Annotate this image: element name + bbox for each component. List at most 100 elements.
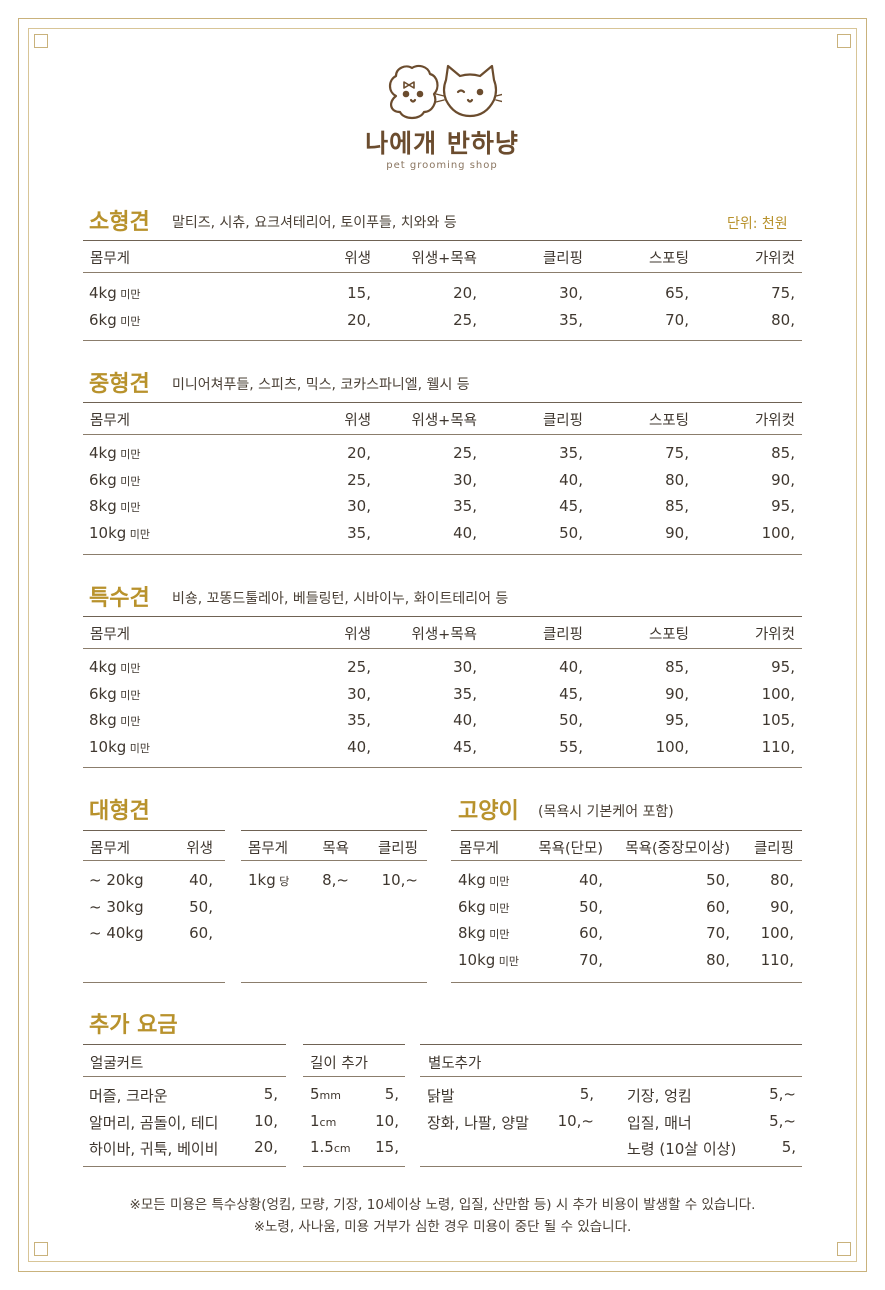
column-header-bath-long: 목욕(중장모이상): [625, 841, 730, 857]
weight-suffix: 미만: [495, 954, 520, 968]
weight-suffix: 미만: [116, 501, 141, 514]
corner-ornament: [34, 1242, 48, 1256]
price-cell: 10,~: [557, 1111, 594, 1130]
column-header-weight: 몸무게: [459, 841, 500, 857]
section-title-cat: 고양이: [458, 799, 519, 824]
price-cell: 80,: [706, 950, 730, 969]
price-cell: 40,: [579, 871, 603, 889]
column-header-bath: 목욕: [322, 841, 349, 857]
weight-value: 8kg: [458, 924, 486, 942]
price-cell: 50,: [559, 711, 583, 729]
length-value: 5: [310, 1085, 320, 1103]
weight-value: 10kg: [89, 737, 127, 756]
divider: [451, 860, 802, 861]
column-header-weight: 몸무게: [90, 841, 131, 857]
extra-item: 기장, 엉킴: [627, 1087, 692, 1105]
price-cell: 95,: [665, 711, 689, 729]
divider: [420, 1166, 802, 1167]
weight-suffix: 미만: [116, 715, 141, 728]
column-header-weight: 몸무게: [248, 841, 289, 857]
weight-value: 10kg: [458, 950, 496, 969]
weight-suffix: 미만: [485, 901, 510, 915]
price-cell: 90,: [665, 684, 689, 703]
column-header-clipping: 클리핑: [542, 627, 583, 643]
price-cell: 5,: [384, 1085, 399, 1103]
weight-value: 4kg: [458, 871, 486, 889]
price-cell: 50,: [189, 897, 213, 916]
price-cell: 30,: [453, 470, 477, 489]
extra-item: 머즐, 크라운: [89, 1087, 168, 1105]
weight-suffix: 미만: [116, 688, 141, 702]
column-header-hygiene-bath: 위생+목욕: [411, 627, 477, 643]
divider: [83, 240, 802, 241]
price-cell: 20,: [254, 1138, 278, 1156]
price-cell: 85,: [771, 444, 795, 462]
length-cell: 5mm: [310, 1085, 341, 1103]
weight-cell: 8kg 미만: [89, 497, 141, 515]
weight-suffix: 미만: [126, 527, 151, 541]
weight-suffix: 당: [275, 875, 290, 888]
weight-cell: 6kg 미만: [458, 898, 510, 916]
unit-label: 단위: 천원: [727, 216, 788, 232]
price-cell: 65,: [665, 284, 689, 302]
column-header-clipping: 클리핑: [377, 841, 418, 857]
column-header-hygiene: 위생: [344, 627, 371, 643]
length-unit: mm: [319, 1089, 341, 1102]
weight-cell: 4kg 미만: [458, 871, 510, 889]
weight-cell: 8kg 미만: [89, 711, 141, 729]
weight-cell: ~ 20kg: [89, 871, 144, 889]
column-header-sporting: 스포팅: [648, 251, 689, 267]
price-cell: 100,: [760, 924, 794, 942]
weight-cell: 4kg 미만: [89, 444, 141, 462]
footnote-1: ※모든 미용은 특수상황(엉킴, 모량, 기장, 10세이상 노령, 입질, 산…: [129, 1197, 756, 1213]
divider: [420, 1076, 802, 1077]
price-cell: 85,: [665, 497, 689, 515]
price-cell: 15,: [375, 1138, 399, 1156]
extra-item: 알머리, 곰돌이, 테디: [89, 1113, 219, 1132]
price-cell: 35,: [347, 523, 371, 542]
column-header-weight: 몸무게: [90, 251, 131, 267]
price-cell: 75,: [665, 444, 689, 462]
section-title-extra: 추가 요금: [89, 1013, 178, 1038]
price-cell: 5,~: [769, 1111, 796, 1130]
corner-ornament: [837, 1242, 851, 1256]
brand-tagline: pet grooming shop: [386, 160, 498, 171]
divider: [83, 1076, 286, 1077]
extra-item: 장화, 나팔, 양말: [427, 1113, 529, 1132]
price-cell: 100,: [761, 523, 795, 542]
weight-value: 6kg: [458, 897, 486, 916]
section-title-medium: 중형견: [89, 372, 150, 397]
weight-value: 8kg: [89, 497, 117, 515]
weight-suffix: 미만: [485, 875, 510, 888]
price-cell: 15,: [347, 284, 371, 302]
divider: [83, 1044, 286, 1045]
corner-ornament: [34, 34, 48, 48]
price-cell: 60,: [706, 897, 730, 916]
price-cell: 45,: [559, 497, 583, 515]
price-cell: 80,: [771, 310, 795, 329]
price-cell: 40,: [189, 871, 213, 889]
price-cell: 20,: [453, 284, 477, 302]
divider: [451, 982, 802, 983]
price-cell: 75,: [771, 284, 795, 302]
divider: [451, 830, 802, 831]
price-cell: 30,: [347, 497, 371, 515]
price-cell: 35,: [559, 310, 583, 329]
breeds-special: 비숑, 꼬똥드툴레아, 베들링턴, 시바이누, 화이트테리어 등: [172, 591, 509, 607]
price-cell: 35,: [453, 684, 477, 703]
price-cell: 55,: [559, 737, 583, 756]
price-cell: 10,~: [381, 871, 418, 889]
inner-frame: [28, 28, 857, 1262]
price-cell: 5,: [263, 1085, 278, 1103]
section-title-large: 대형견: [89, 799, 150, 824]
price-cell: 80,: [665, 470, 689, 489]
weight-suffix: 미만: [116, 314, 141, 328]
price-cell: 90,: [770, 897, 794, 916]
weight-cell: 10kg 미만: [89, 738, 150, 756]
weight-cell: 6kg 미만: [89, 685, 141, 703]
length-value: 1.5: [310, 1138, 334, 1156]
price-cell: 50,: [559, 523, 583, 542]
column-header-scissor-cut: 가위컷: [754, 251, 795, 267]
weight-cell: 10kg 미만: [458, 951, 519, 969]
weight-value: 1kg: [248, 871, 276, 889]
